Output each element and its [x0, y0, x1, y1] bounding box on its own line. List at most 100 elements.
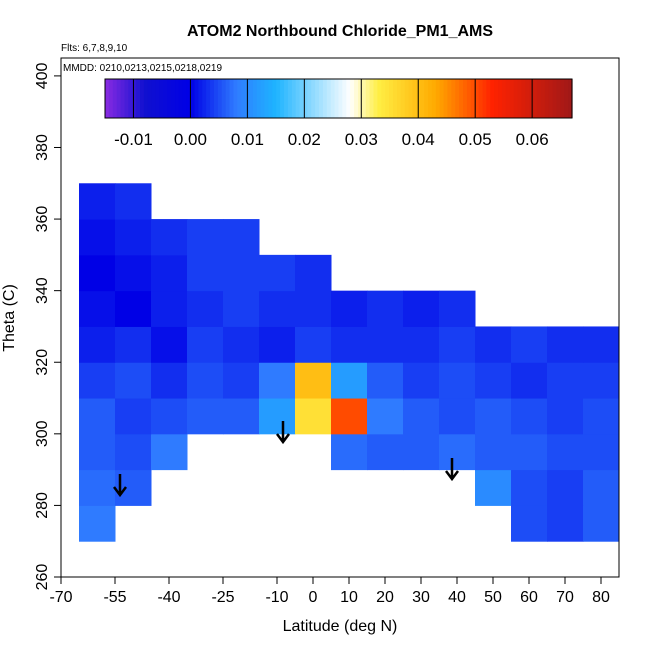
annotation: MMDD: 0210,0213,0215,0218,0219 — [63, 63, 222, 74]
colorbar-segment — [404, 79, 410, 118]
colorbar-segment — [319, 79, 324, 118]
colorbar-segment — [338, 79, 343, 118]
colorbar-segment — [159, 79, 164, 118]
x-tick-label: -55 — [103, 589, 126, 606]
colorbar-segment — [505, 79, 511, 118]
colorbar-segment — [501, 79, 507, 118]
heat-cell — [223, 219, 260, 256]
colorbar-segment — [136, 79, 141, 118]
colorbar-segment — [210, 79, 215, 118]
colorbar-segment — [354, 79, 359, 118]
heat-cell — [295, 326, 332, 363]
heat-cell — [331, 398, 368, 435]
colorbar-segment — [377, 79, 382, 118]
colorbar-segment — [116, 79, 122, 118]
colorbar-tick-label: -0.01 — [114, 130, 153, 149]
x-tick-label: 0 — [309, 589, 318, 606]
heat-cell — [223, 398, 260, 435]
colorbar-segment — [435, 79, 441, 118]
colorbar-segment — [307, 79, 312, 118]
x-tick-label: 20 — [376, 589, 394, 606]
colorbar-segment — [350, 79, 355, 118]
heat-cell — [187, 398, 224, 435]
y-axis-label: Theta (C) — [1, 284, 18, 352]
heat-cell — [331, 433, 368, 471]
colorbar-segment — [455, 79, 460, 118]
colorbar-segment — [276, 79, 281, 118]
heat-cell — [79, 183, 116, 220]
colorbar-segment — [361, 79, 367, 118]
colorbar-segment — [264, 79, 270, 118]
heat-cell — [151, 398, 188, 435]
heat-cell — [511, 326, 548, 363]
heat-cell — [187, 326, 224, 363]
heat-cell — [547, 433, 584, 471]
colorbar-segment — [315, 79, 320, 118]
colorbar-tick-label: 0.04 — [402, 130, 435, 149]
colorbar-segment — [490, 79, 495, 118]
colorbar-segment — [287, 79, 293, 118]
colorbar-segment — [525, 79, 530, 118]
colorbar-segment — [470, 79, 476, 118]
heat-cell — [475, 469, 512, 506]
colorbar-segment — [167, 79, 172, 118]
colorbar-segment — [182, 79, 188, 118]
colorbar-segment — [482, 79, 487, 118]
heat-cell — [511, 398, 548, 435]
heat-cell — [151, 326, 188, 363]
x-tick-label: -40 — [157, 589, 180, 606]
heat-cell — [403, 362, 440, 399]
heat-cell — [115, 398, 152, 435]
y-tick-label: 340 — [34, 277, 51, 304]
colorbar-segment — [299, 79, 305, 118]
colorbar-segment — [568, 79, 573, 118]
colorbar-segment — [105, 79, 110, 118]
x-tick-label: 80 — [592, 589, 610, 606]
plot-frame — [60, 57, 620, 578]
heat-cell — [331, 326, 368, 363]
colorbar-segment — [248, 79, 254, 118]
heat-cell — [403, 433, 440, 471]
colorbar-segment — [552, 79, 558, 118]
colorbar-segment — [381, 79, 386, 118]
colorbar-segment — [334, 79, 340, 118]
heat-cell — [151, 433, 188, 471]
heat-cell — [475, 362, 512, 399]
heat-cell — [331, 290, 368, 327]
heat-cell — [439, 362, 476, 399]
heat-cell — [259, 398, 296, 435]
heat-cell — [583, 433, 620, 471]
colorbar-segment — [478, 79, 484, 118]
heat-cell — [223, 362, 260, 399]
heat-cell — [511, 505, 548, 542]
heat-cell — [151, 362, 188, 399]
colorbar-tick-label: 0.03 — [345, 130, 378, 149]
colorbar-segment — [365, 79, 371, 118]
colorbar-segment — [295, 79, 301, 118]
heat-cell — [439, 326, 476, 363]
colorbar-tick-label: 0.05 — [459, 130, 492, 149]
colorbar-segment — [217, 79, 223, 118]
colorbar-segment — [143, 79, 149, 118]
colorbar-segment — [330, 79, 336, 118]
colorbar-segment — [385, 79, 390, 118]
colorbar-segment — [463, 79, 468, 118]
colorbar-segment — [517, 79, 523, 118]
heat-cell — [79, 398, 116, 435]
colorbar-segment — [256, 79, 262, 118]
colorbar-segment — [151, 79, 157, 118]
colorbar-segment — [303, 79, 308, 118]
x-tick-label: 40 — [448, 589, 466, 606]
colorbar-segment — [225, 79, 231, 118]
colorbar-segment — [540, 79, 546, 118]
colorbar-segment — [322, 79, 328, 118]
heat-cell — [331, 362, 368, 399]
colorbar-segment — [284, 79, 289, 118]
x-axis-label: Latitude (deg N) — [283, 618, 398, 635]
x-tick-label: -70 — [49, 589, 72, 606]
heat-cell — [511, 362, 548, 399]
heat-cell — [187, 219, 224, 256]
heat-cell — [223, 290, 260, 327]
colorbar-segment — [221, 79, 227, 118]
heat-cell — [79, 433, 116, 471]
